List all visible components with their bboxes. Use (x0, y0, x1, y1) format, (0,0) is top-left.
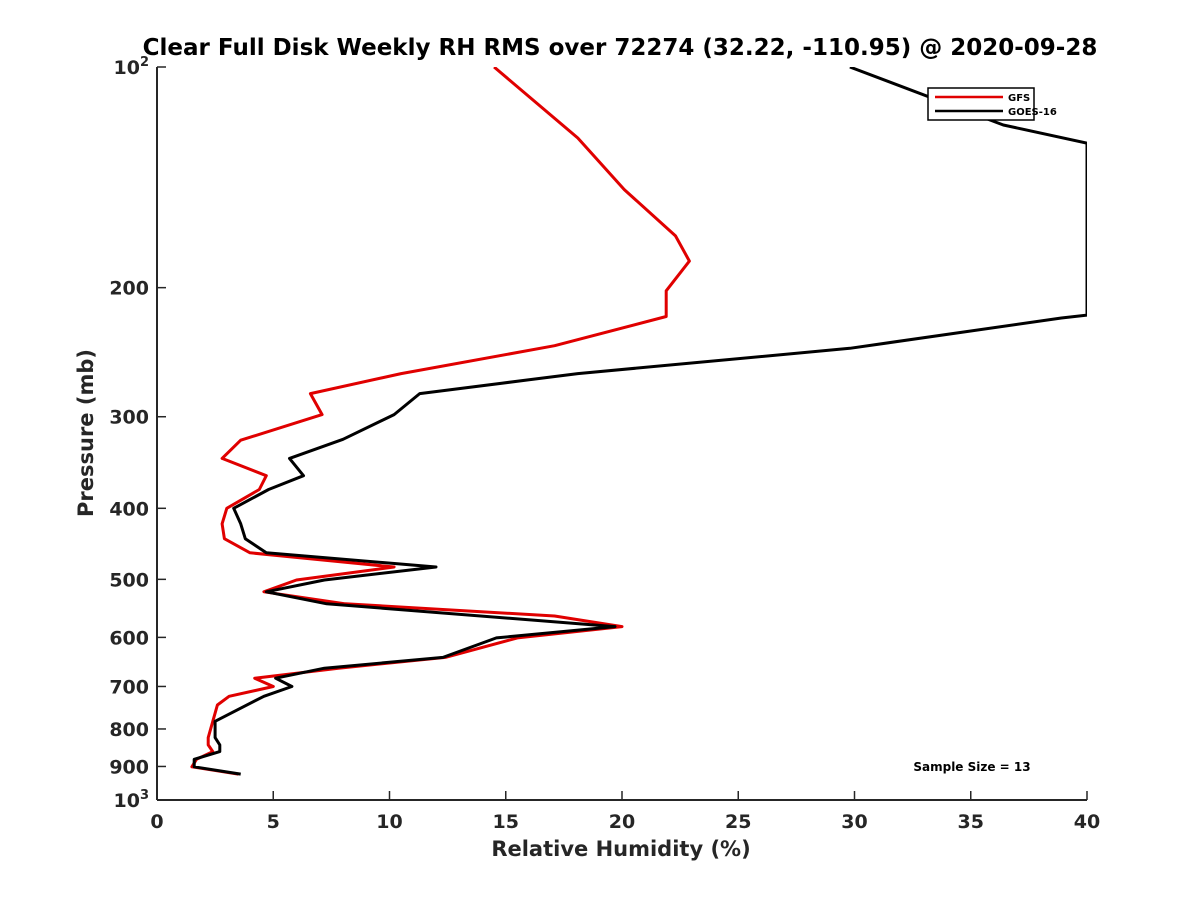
y-tick-label: 900 (109, 756, 149, 778)
x-tick-label: 20 (609, 811, 635, 833)
y-tick-label: 700 (109, 676, 149, 698)
x-tick-label: 25 (725, 811, 751, 833)
y-tick-label: 200 (109, 278, 149, 300)
y-ticks: 102 200 300 400 500 600 700 800 900 103 (109, 55, 166, 812)
sample-size-annotation: Sample Size = 13 (913, 760, 1030, 774)
legend-box (927, 87, 1035, 121)
x-tick-label: 30 (841, 811, 867, 833)
y-tick-label: 600 (109, 627, 149, 649)
y-tick-label: 400 (109, 498, 149, 520)
chart-title: Clear Full Disk Weekly RH RMS over 72274… (143, 35, 1098, 61)
x-tick-label: 5 (267, 811, 280, 833)
x-tick-label: 0 (150, 811, 163, 833)
y-tick-label: 102 (114, 55, 150, 79)
series-layer (190, 67, 1087, 776)
plot-area: 0 5 10 15 20 25 30 35 40 102 200 300 400 500 600 700 80… (109, 55, 1100, 833)
x-tick-label: 15 (493, 811, 519, 833)
legend-label-gfs: GFS (1008, 93, 1030, 104)
series-line-gfs (190, 67, 691, 776)
x-tick-label: 40 (1074, 811, 1100, 833)
x-axis-title: Relative Humidity (%) (491, 837, 750, 861)
legend-label-goes16: GOES-16 (1008, 107, 1057, 118)
x-tick-label: 35 (958, 811, 984, 833)
y-tick-label: 800 (109, 719, 149, 741)
y-tick-label: 300 (109, 407, 149, 429)
legend: GFS GOES-16 (927, 87, 1057, 121)
y-axis-title: Pressure (mb) (74, 349, 98, 517)
y-tick-label: 500 (109, 569, 149, 591)
y-tick-label: 103 (114, 788, 150, 812)
x-ticks: 0 5 10 15 20 25 30 35 40 (150, 791, 1100, 833)
series-line-goes16 (192, 67, 1087, 776)
x-tick-label: 10 (376, 811, 402, 833)
